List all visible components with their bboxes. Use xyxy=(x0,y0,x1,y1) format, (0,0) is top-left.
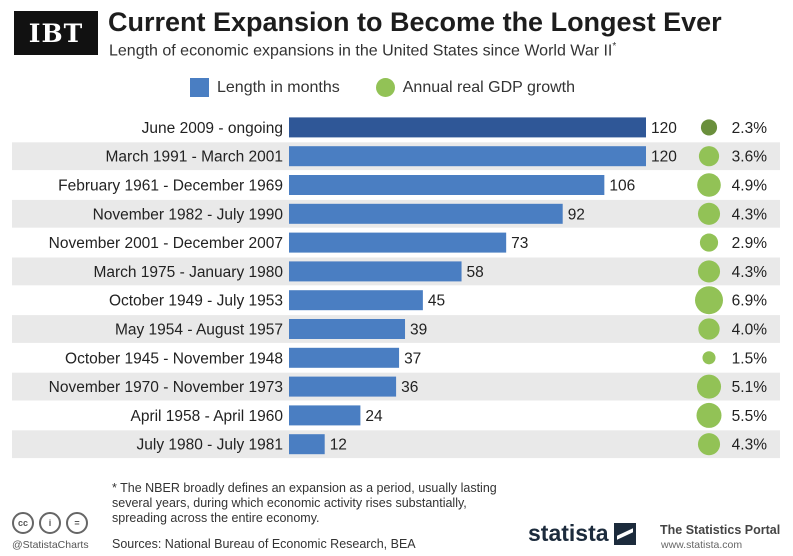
legend: Length in months Annual real GDP growth xyxy=(190,78,575,97)
gdp-dot xyxy=(700,119,718,136)
category-label: November 1982 - July 1990 xyxy=(93,206,284,223)
gdp-value-label: 4.9% xyxy=(732,178,768,195)
category-label: November 2001 - December 2007 xyxy=(49,235,283,252)
gdp-value-label: 4.0% xyxy=(732,322,768,339)
legend-dot-swatch xyxy=(375,78,395,97)
footnote: * The NBER broadly defines an expansion … xyxy=(112,481,497,525)
gdp-value-label: 1.5% xyxy=(732,350,768,367)
bar-value-label: 12 xyxy=(330,437,347,454)
bar-chart: June 2009 - ongoing 120 2.3% March 1991 - M… xyxy=(12,117,780,459)
category-label: May 1954 - August 1957 xyxy=(115,322,283,339)
portal-label: The Statistics Portal xyxy=(660,523,781,537)
gdp-dot xyxy=(695,286,723,315)
chart-subtitle: Length of economic expansions in the Uni… xyxy=(109,41,616,60)
bar xyxy=(289,203,563,224)
subtitle-text: Length of economic expansions in the Uni… xyxy=(109,42,613,60)
bar xyxy=(289,146,646,167)
row-stripe xyxy=(12,430,780,459)
gdp-value-label: 4.3% xyxy=(732,264,768,281)
statista-logo: statista xyxy=(528,520,636,547)
attribution-icon: i xyxy=(39,512,61,534)
legend-dot-label: Annual real GDP growth xyxy=(402,78,575,96)
bar-value-label: 39 xyxy=(410,322,427,339)
category-label: November 1970 - November 1973 xyxy=(49,379,283,396)
gdp-value-label: 4.3% xyxy=(732,437,768,454)
bar xyxy=(289,376,397,397)
gdp-dot xyxy=(698,318,720,340)
bar xyxy=(289,290,423,311)
bar-value-label: 45 xyxy=(428,293,445,310)
legend-bar-swatch xyxy=(190,78,209,97)
bar-value-label: 58 xyxy=(467,264,484,281)
bar xyxy=(289,434,325,455)
gdp-dot xyxy=(702,351,716,365)
subtitle-asterisk: * xyxy=(612,41,617,52)
category-label: March 1975 - January 1980 xyxy=(93,264,283,281)
bar-value-label: 120 xyxy=(651,120,677,137)
gdp-value-label: 4.3% xyxy=(732,206,768,223)
category-label: October 1945 - November 1948 xyxy=(65,350,283,367)
gdp-value-label: 5.5% xyxy=(732,408,768,425)
bar xyxy=(289,232,507,253)
bar xyxy=(289,175,605,195)
bar-value-label: 92 xyxy=(568,206,585,223)
category-label: June 2009 - ongoing xyxy=(142,120,283,137)
bar xyxy=(289,117,646,138)
bar xyxy=(289,347,400,368)
statista-wordmark: statista xyxy=(528,520,609,546)
gdp-dot xyxy=(697,433,721,456)
bar-value-label: 73 xyxy=(511,235,528,252)
bar-value-label: 37 xyxy=(404,350,421,367)
bar-value-label: 24 xyxy=(365,408,383,425)
bar-value-label: 120 xyxy=(651,149,677,166)
gdp-dot xyxy=(697,260,721,283)
gdp-value-label: 2.9% xyxy=(732,235,768,252)
portal-url: www.statista.com xyxy=(661,539,743,551)
sources: Sources: National Bureau of Economic Res… xyxy=(112,537,416,551)
cc-icon: cc xyxy=(12,512,34,534)
bar-value-label: 36 xyxy=(401,379,418,396)
gdp-value-label: 5.1% xyxy=(732,379,768,396)
ibt-logo: IBT xyxy=(14,11,98,55)
bar xyxy=(289,405,361,426)
gdp-dot xyxy=(699,233,719,252)
statista-mark-icon xyxy=(613,522,636,545)
gdp-dot xyxy=(698,146,720,167)
gdp-dot xyxy=(696,402,722,428)
category-label: February 1961 - December 1969 xyxy=(58,178,283,195)
category-label: October 1949 - July 1953 xyxy=(109,293,283,310)
no-derivatives-icon: = xyxy=(66,512,88,534)
bar xyxy=(289,261,462,282)
category-label: July 1980 - July 1981 xyxy=(137,437,283,454)
gdp-value-label: 6.9% xyxy=(732,293,768,310)
gdp-dot xyxy=(697,202,721,225)
bar-value-label: 106 xyxy=(609,178,635,195)
category-label: March 1991 - March 2001 xyxy=(106,149,283,166)
gdp-value-label: 2.3% xyxy=(732,120,768,137)
gdp-value-label: 3.6% xyxy=(732,149,768,166)
chart-title: Current Expansion to Become the Longest … xyxy=(108,7,722,37)
gdp-dot xyxy=(697,173,721,197)
license-icons: cc i = xyxy=(12,512,88,534)
bar xyxy=(289,319,406,339)
legend-bar-label: Length in months xyxy=(217,78,340,96)
category-label: April 1958 - April 1960 xyxy=(130,408,283,425)
twitter-handle: @StatistaCharts xyxy=(12,539,89,551)
gdp-dot xyxy=(696,374,722,399)
